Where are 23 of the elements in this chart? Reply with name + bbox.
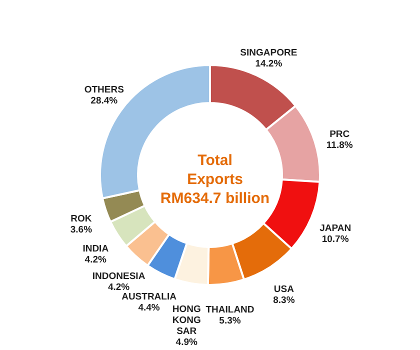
slice-label: INDONESIA	[92, 270, 146, 282]
data-label: 4.2%	[84, 254, 108, 266]
data-label: 28.4%	[90, 96, 118, 107]
data-label: 4.2%	[108, 282, 130, 293]
slice-label: THAILAND	[206, 304, 254, 316]
slice-label: AUSTRALIA	[122, 292, 177, 303]
text: Total Exports RM634.7 billion	[160, 152, 270, 207]
slice-label: HONG KONG SAR	[172, 304, 201, 337]
data-label: 11.8%	[326, 140, 354, 151]
data-label: 4.4%	[138, 302, 160, 314]
data-label: 10.7%	[322, 234, 350, 245]
slice-label: JAPAN	[320, 222, 352, 234]
slice-label: ROK	[70, 214, 92, 225]
data-label: 3.6%	[70, 224, 93, 236]
slice-label: PRC	[330, 128, 350, 140]
slice-label: OTHERS	[84, 84, 124, 96]
slice-label: SINGAPORE	[240, 47, 298, 58]
slice-label: INDIA	[82, 244, 109, 255]
data-label: 14.2%	[255, 58, 283, 70]
data-label: 8.3%	[273, 295, 296, 306]
data-label: 4.9%	[176, 336, 198, 348]
slice-label: USA	[274, 284, 294, 296]
data-label: 5.3%	[219, 316, 242, 327]
